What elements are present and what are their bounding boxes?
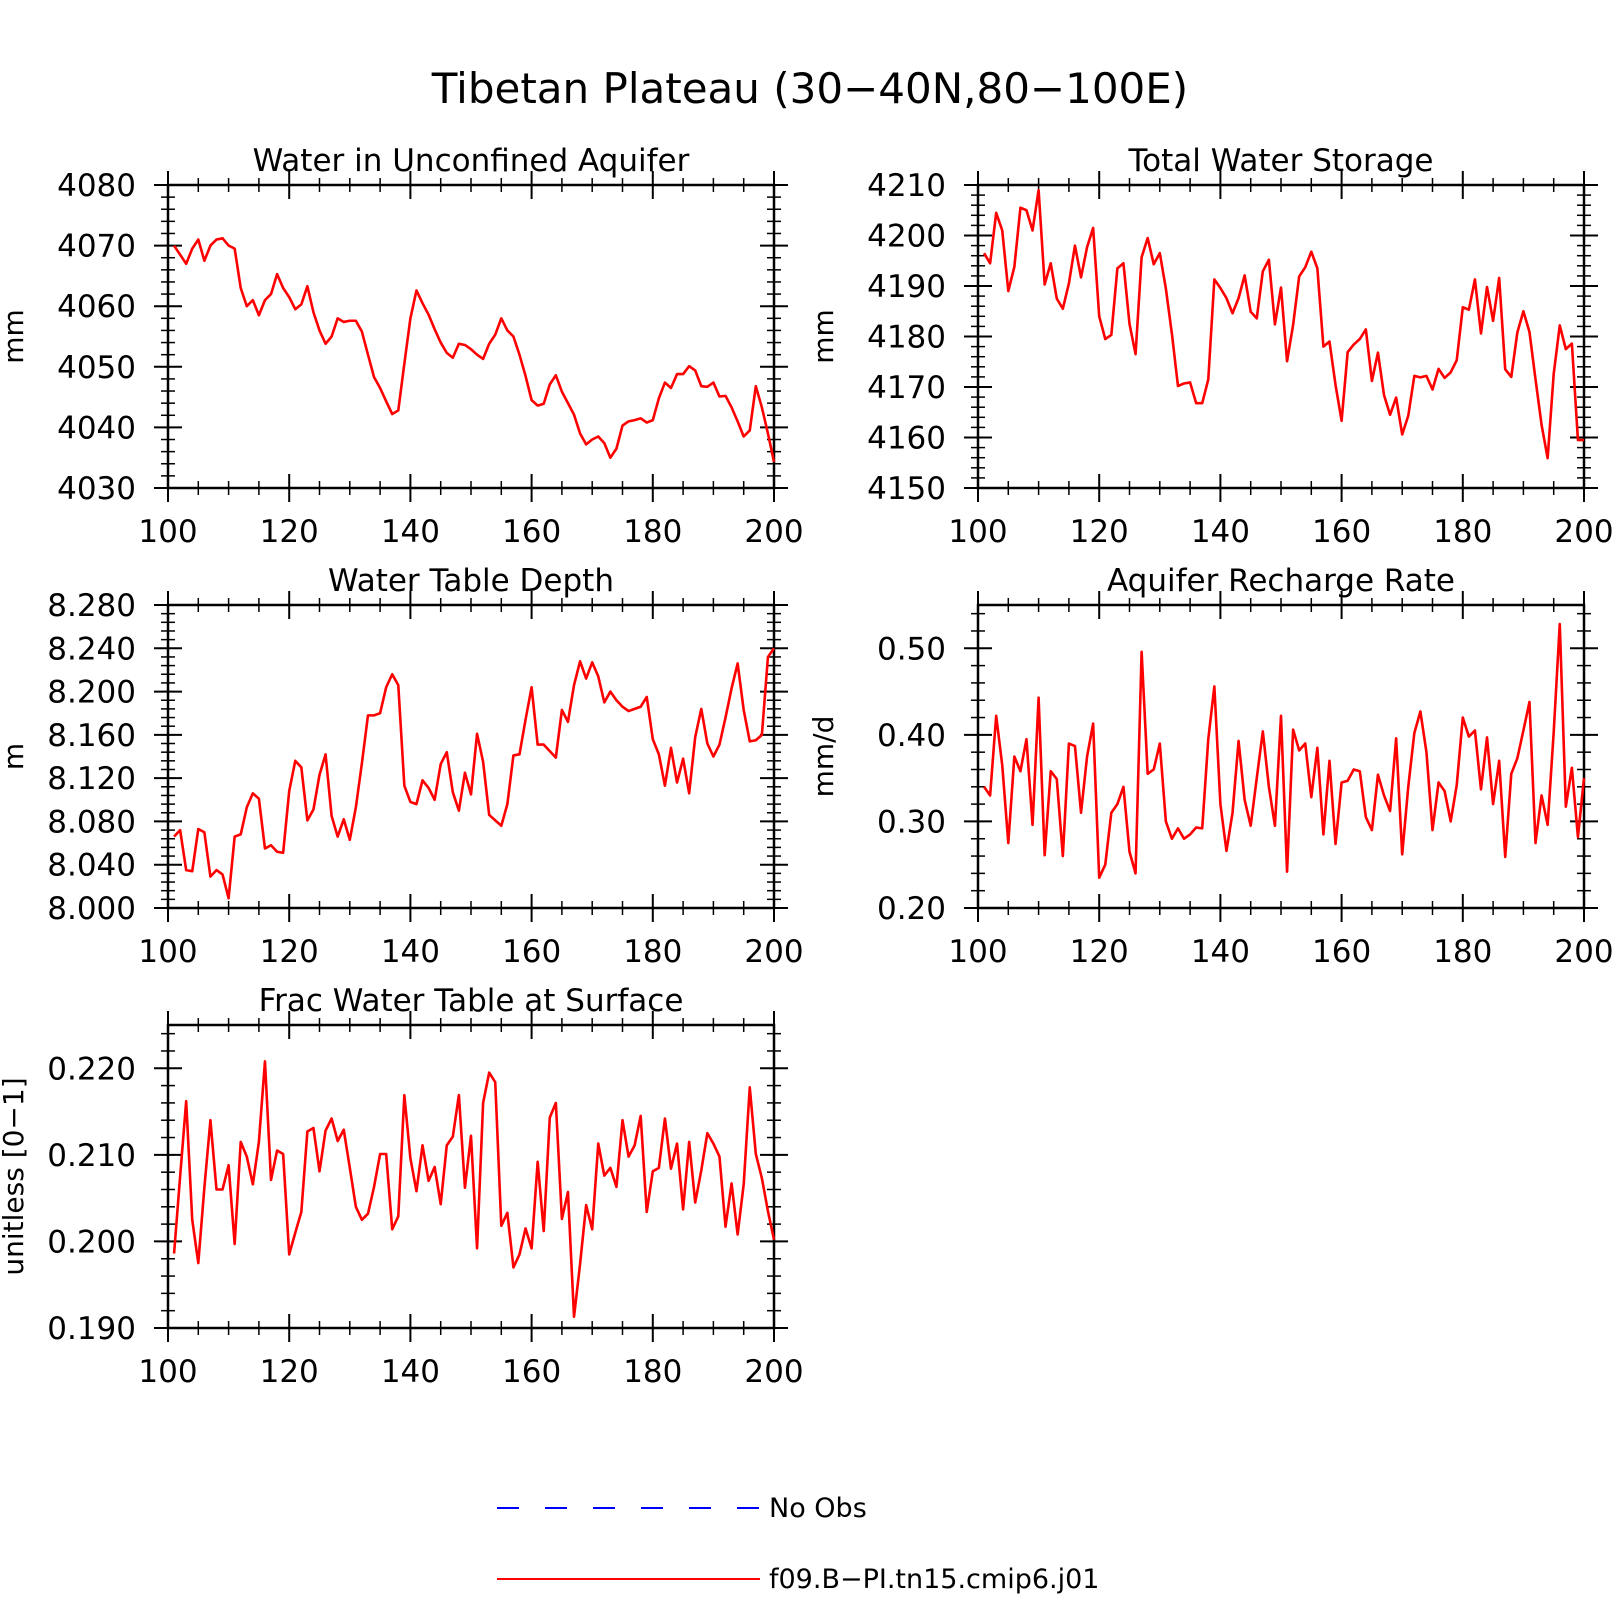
x-tick-label: 160 bbox=[1312, 934, 1371, 970]
x-tick-label: 140 bbox=[381, 1354, 440, 1390]
y-tick-label: 0.50 bbox=[877, 631, 946, 667]
x-tick-label: 180 bbox=[623, 514, 682, 550]
panels: Water in Unconfined Aquifer mm 4030 4040 405… bbox=[0, 143, 1614, 1390]
legend-model-label: f09.B−PI.tn15.cmip6.j01 bbox=[769, 1564, 1099, 1595]
panel-title: Water Table Depth bbox=[328, 563, 614, 599]
y-tick-label: 4200 bbox=[867, 219, 946, 255]
x-tick-label: 120 bbox=[1070, 934, 1129, 970]
y-tick-label: 4050 bbox=[57, 350, 136, 386]
y-tick-label: 0.190 bbox=[47, 1311, 136, 1347]
y-tick-label: 0.30 bbox=[877, 804, 946, 840]
x-tick-label: 120 bbox=[260, 514, 319, 550]
y-tick-label: 4070 bbox=[57, 229, 136, 265]
y-tick-label: 4180 bbox=[867, 320, 946, 356]
x-tick-label: 120 bbox=[260, 1354, 319, 1390]
series-line bbox=[172, 1060, 776, 1319]
y-tick-label: 8.280 bbox=[47, 588, 136, 624]
x-tick-label: 100 bbox=[948, 934, 1007, 970]
x-tick-label: 180 bbox=[1433, 514, 1492, 550]
panel-3: Aquifer Recharge Rate mm/d 0.20 0.30 0.40 0.5… bbox=[807, 563, 1614, 970]
panel-title: Water in Unconfined Aquifer bbox=[253, 143, 690, 179]
x-tick-label: 160 bbox=[502, 1354, 561, 1390]
panel-title: Total Water Storage bbox=[1127, 143, 1433, 179]
x-tick-label: 200 bbox=[1554, 514, 1613, 550]
x-tick-label: 200 bbox=[744, 934, 803, 970]
series-line bbox=[173, 647, 776, 900]
x-tick-label: 100 bbox=[138, 934, 197, 970]
y-tick-label: 0.210 bbox=[47, 1138, 136, 1174]
y-tick-label: 4150 bbox=[867, 471, 946, 507]
y-tick-label: 4190 bbox=[867, 269, 946, 305]
y-tick-label: 8.120 bbox=[47, 761, 136, 797]
y-axis-label: mm bbox=[0, 309, 30, 364]
panel-2: Water Table Depth m 8.000 8.040 8.080 8.120 8.… bbox=[0, 563, 804, 970]
x-tick-label: 140 bbox=[1191, 514, 1250, 550]
panel-1: Total Water Storage mm 4150 4160 4170 4180 419… bbox=[807, 143, 1614, 550]
y-tick-label: 4030 bbox=[57, 471, 136, 507]
y-tick-label: 8.000 bbox=[47, 891, 136, 927]
y-axis-label: unitless [0−1] bbox=[0, 1077, 30, 1275]
legend-no-obs-label: No Obs bbox=[769, 1493, 867, 1524]
y-tick-label: 0.40 bbox=[877, 718, 946, 754]
legend: No Obs f09.B−PI.tn15.cmip6.j01 bbox=[497, 1493, 1099, 1595]
figure-title: Tibetan Plateau (30−40N,80−100E) bbox=[431, 64, 1188, 113]
x-tick-label: 200 bbox=[744, 1354, 803, 1390]
panel-4: Frac Water Table at Surface unitless [0−1… bbox=[0, 983, 804, 1390]
x-tick-label: 200 bbox=[1554, 934, 1613, 970]
panel-0: Water in Unconfined Aquifer mm 4030 4040 405… bbox=[0, 143, 804, 550]
y-tick-label: 8.080 bbox=[47, 804, 136, 840]
y-tick-label: 0.200 bbox=[47, 1224, 136, 1260]
x-tick-label: 120 bbox=[1070, 514, 1129, 550]
y-tick-label: 4170 bbox=[867, 370, 946, 406]
series-line bbox=[172, 237, 776, 463]
y-tick-label: 4040 bbox=[57, 410, 136, 446]
y-tick-label: 8.240 bbox=[47, 631, 136, 667]
series-line bbox=[982, 188, 1584, 460]
panel-title: Frac Water Table at Surface bbox=[259, 983, 684, 1019]
panel-title: Aquifer Recharge Rate bbox=[1107, 563, 1455, 599]
y-tick-label: 8.200 bbox=[47, 675, 136, 711]
x-tick-label: 120 bbox=[260, 934, 319, 970]
y-axis-label: m bbox=[0, 743, 30, 770]
y-tick-label: 4160 bbox=[867, 421, 946, 457]
y-tick-label: 8.040 bbox=[47, 848, 136, 884]
x-tick-label: 140 bbox=[381, 514, 440, 550]
x-tick-label: 180 bbox=[623, 1354, 682, 1390]
x-tick-label: 160 bbox=[502, 934, 561, 970]
y-axis-label: mm bbox=[807, 309, 840, 364]
y-tick-label: 4080 bbox=[57, 168, 136, 204]
y-tick-label: 8.160 bbox=[47, 718, 136, 754]
y-tick-label: 4210 bbox=[867, 168, 946, 204]
y-tick-label: 4060 bbox=[57, 289, 136, 325]
x-tick-label: 180 bbox=[623, 934, 682, 970]
x-tick-label: 100 bbox=[948, 514, 1007, 550]
x-tick-label: 180 bbox=[1433, 934, 1492, 970]
y-tick-label: 0.20 bbox=[877, 891, 946, 927]
x-tick-label: 160 bbox=[1312, 514, 1371, 550]
x-tick-label: 100 bbox=[138, 514, 197, 550]
x-tick-label: 140 bbox=[381, 934, 440, 970]
x-tick-label: 200 bbox=[744, 514, 803, 550]
y-axis-label: mm/d bbox=[807, 716, 840, 798]
y-tick-label: 0.220 bbox=[47, 1051, 136, 1087]
series-line bbox=[982, 622, 1586, 880]
x-tick-label: 100 bbox=[138, 1354, 197, 1390]
x-tick-label: 140 bbox=[1191, 934, 1250, 970]
x-tick-label: 160 bbox=[502, 514, 561, 550]
